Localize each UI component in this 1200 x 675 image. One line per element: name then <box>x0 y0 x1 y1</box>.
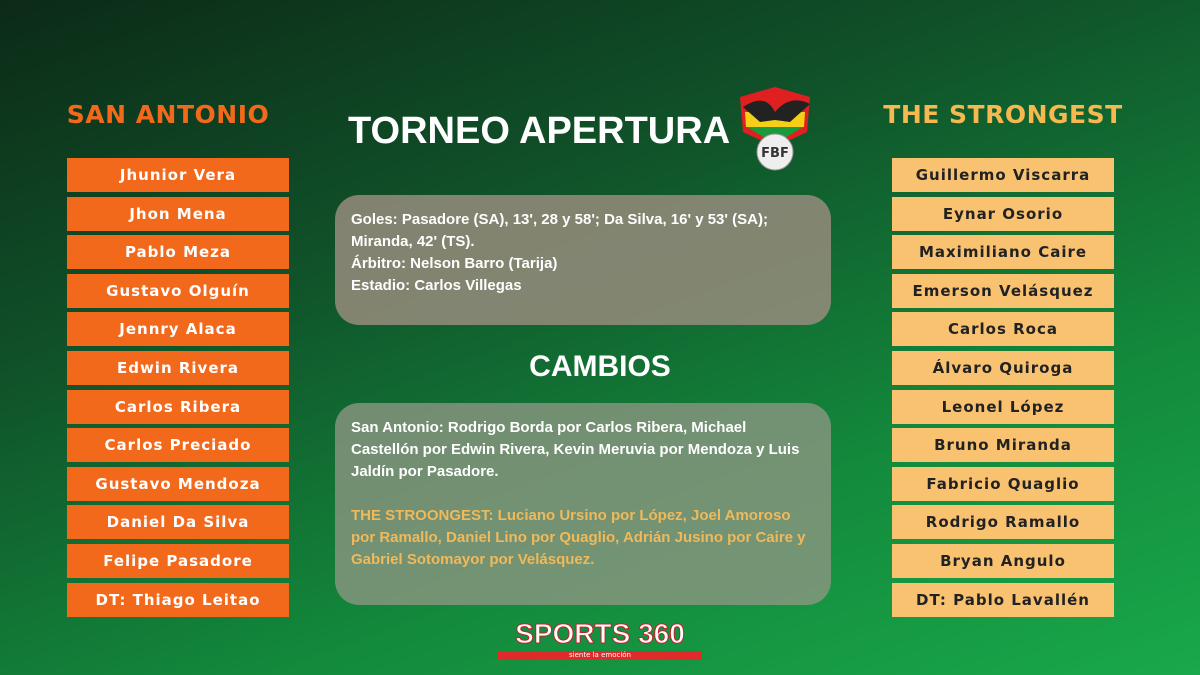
home-team-title: SAN ANTONIO <box>66 100 270 129</box>
away-player: Maximiliano Caire <box>892 235 1114 270</box>
home-player: Jennry Alaca <box>67 312 289 347</box>
home-player: Pablo Meza <box>67 235 289 270</box>
away-player: Emerson Velásquez <box>892 273 1114 308</box>
brand-tagline: siente la emoción <box>498 651 702 660</box>
away-player: Rodrigo Ramallo <box>892 505 1114 540</box>
home-player: Carlos Preciado <box>67 428 289 463</box>
brand-logo: SPORTS 360 siente la emoción <box>498 618 702 660</box>
referee-text: Árbitro: Nelson Barro (Tarija) <box>351 255 558 272</box>
away-player: Carlos Roca <box>892 312 1114 347</box>
away-player: Fabricio Quaglio <box>892 466 1114 501</box>
away-lineup: Guillermo Viscarra Eynar Osorio Maximili… <box>892 158 1114 621</box>
home-player: Gustavo Olguín <box>67 273 289 308</box>
away-player: Bryan Angulo <box>892 543 1114 578</box>
away-player: Leonel López <box>892 389 1114 424</box>
away-player: Bruno Miranda <box>892 428 1114 463</box>
away-player: Eynar Osorio <box>892 196 1114 231</box>
home-lineup: Jhunior Vera Jhon Mena Pablo Meza Gustav… <box>67 158 289 621</box>
logo-text: FBF <box>761 146 789 161</box>
away-player: Guillermo Viscarra <box>892 158 1114 192</box>
goals-text: Goles: Pasadore (SA), 13', 28 y 58'; Da … <box>351 211 768 250</box>
match-info-panel: Goles: Pasadore (SA), 13', 28 y 58'; Da … <box>335 195 831 325</box>
home-coach: DT: Thiago Leitao <box>67 582 289 617</box>
stadium-text: Estadio: Carlos Villegas <box>351 277 522 294</box>
home-player: Jhunior Vera <box>67 158 289 192</box>
home-player: Edwin Rivera <box>67 350 289 385</box>
federation-logo: FBF <box>735 82 815 172</box>
changes-title: CAMBIOS <box>529 350 671 383</box>
changes-panel: San Antonio: Rodrigo Borda por Carlos Ri… <box>335 403 831 605</box>
away-player: Álvaro Quiroga <box>892 350 1114 385</box>
away-coach: DT: Pablo Lavallén <box>892 582 1114 617</box>
brand-name: SPORTS 360 <box>515 618 686 649</box>
home-player: Gustavo Mendoza <box>67 466 289 501</box>
away-changes: THE STROONGEST: Luciano Ursino por López… <box>351 507 806 568</box>
away-team-title: THE STRONGEST <box>883 100 1123 129</box>
tournament-title: TORNEO APERTURA <box>348 110 731 152</box>
home-player: Jhon Mena <box>67 196 289 231</box>
home-player: Daniel Da Silva <box>67 505 289 540</box>
home-changes: San Antonio: Rodrigo Borda por Carlos Ri… <box>351 419 800 480</box>
home-player: Felipe Pasadore <box>67 543 289 578</box>
home-player: Carlos Ribera <box>67 389 289 424</box>
